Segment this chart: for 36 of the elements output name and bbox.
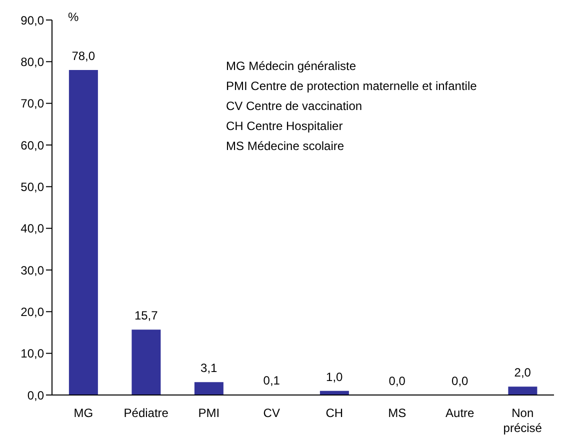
data-label: 78,0 bbox=[72, 49, 96, 63]
bar bbox=[132, 330, 161, 395]
y-tick-label: 50,0 bbox=[20, 180, 44, 194]
x-tick-label: Pédiatre bbox=[124, 406, 169, 420]
y-tick-label: 80,0 bbox=[20, 54, 44, 69]
y-tick-label: 60,0 bbox=[20, 138, 44, 152]
x-tick-label: Autre bbox=[446, 406, 475, 420]
x-tick-label: MS bbox=[388, 406, 406, 420]
y-tick-label: 10,0 bbox=[20, 346, 44, 361]
data-label: 0,1 bbox=[263, 374, 280, 388]
data-label: 1,0 bbox=[326, 370, 344, 384]
data-label: 0,0 bbox=[388, 374, 406, 388]
x-tick-label: MG bbox=[74, 406, 94, 420]
y-tick-label: 40,0 bbox=[20, 222, 44, 236]
annotation: MS Médecine scolaire bbox=[226, 138, 346, 155]
y-tick-label: 30,0 bbox=[20, 263, 44, 278]
y-axis-title: % bbox=[68, 10, 79, 24]
annotation: CH Centre Hospitalier bbox=[226, 118, 344, 135]
y-tick-label: 20,0 bbox=[20, 304, 44, 319]
x-tick-label: CH bbox=[326, 406, 344, 420]
data-label: 3,1 bbox=[200, 361, 218, 376]
x-tick-label: PMI bbox=[198, 406, 220, 420]
x-tick-label: CV bbox=[263, 406, 280, 420]
annotation: CV Centre de vaccination bbox=[226, 98, 364, 115]
y-tick-label: 90,0 bbox=[20, 13, 44, 28]
data-label: 2,0 bbox=[514, 366, 532, 380]
x-tick-label: Non précisé bbox=[503, 406, 542, 435]
annotation: PMI Centre de protection maternelle et infantile bbox=[226, 78, 477, 95]
annotation: MG Médecin généraliste bbox=[226, 58, 358, 75]
bar bbox=[68, 70, 98, 395]
bar bbox=[508, 386, 538, 395]
data-label: 0,0 bbox=[452, 374, 469, 388]
bar bbox=[194, 382, 224, 395]
y-tick-label: 70,0 bbox=[20, 96, 44, 111]
data-label: 15,7 bbox=[134, 308, 158, 323]
y-tick-label: 0,0 bbox=[27, 388, 44, 402]
